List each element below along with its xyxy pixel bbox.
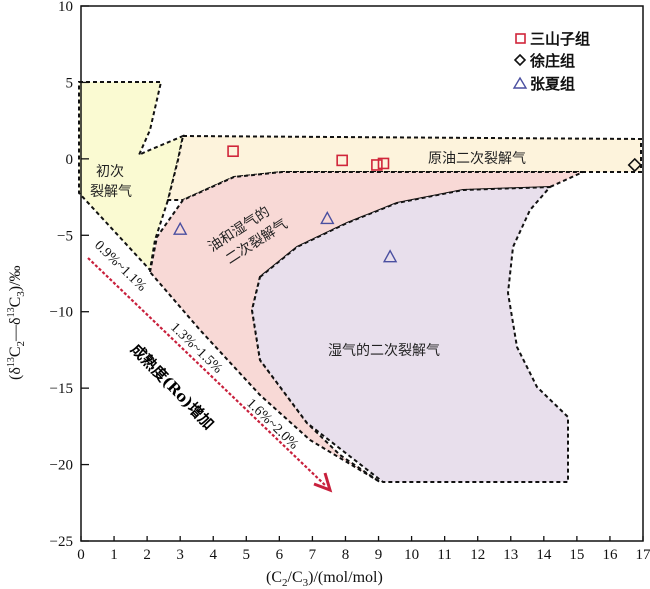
y-tick-label: −20 bbox=[50, 458, 73, 474]
region-label-primary-2: 裂解气 bbox=[90, 184, 132, 200]
x-tick-label: 17 bbox=[636, 547, 650, 563]
x-tick-label: 5 bbox=[243, 547, 251, 563]
legend-label-xuzhuang: 徐庄组 bbox=[529, 52, 575, 70]
y-tick-label: 0 bbox=[66, 152, 74, 168]
x-axis: 0 1 2 3 4 5 6 7 8 9 10 11 12 13 14 15 16 17 bbox=[77, 536, 650, 563]
y-tick-label: −5 bbox=[57, 228, 73, 244]
legend-label-sanshanzi: 三山子组 bbox=[530, 30, 590, 48]
y-tick-label: 10 bbox=[58, 0, 73, 15]
x-tick-label: 4 bbox=[209, 547, 217, 563]
x-tick-label: 12 bbox=[470, 547, 485, 563]
maturity-arrowhead-icon bbox=[313, 472, 333, 493]
x-tick-label: 14 bbox=[536, 547, 552, 563]
x-axis-label: (C2/C3)/(mol/mol) bbox=[266, 569, 383, 589]
legend: 三山子组 徐庄组 张夏组 bbox=[512, 30, 590, 93]
legend-diamond-icon bbox=[513, 53, 527, 67]
y-tick-label: 5 bbox=[66, 75, 74, 91]
point-diamond bbox=[627, 157, 642, 173]
x-tick-label: 1 bbox=[110, 547, 118, 563]
point-square bbox=[377, 157, 390, 170]
y-axis: 10 5 0 −5 −10 −15 −20 −25 bbox=[50, 0, 89, 550]
plot-frame bbox=[80, 5, 644, 542]
y-tick-label: −15 bbox=[50, 381, 73, 397]
y-axis-label: (δ13C2—δ13C3)/‰ bbox=[6, 265, 27, 380]
y-tick-label: −10 bbox=[50, 305, 73, 321]
point-triangle bbox=[172, 221, 188, 235]
x-tick-label: 8 bbox=[342, 547, 350, 563]
x-tick-label: 7 bbox=[309, 547, 317, 563]
legend-square-icon bbox=[515, 33, 526, 44]
region-label-primary-1: 初次 bbox=[96, 163, 124, 180]
point-square bbox=[336, 154, 348, 167]
point-square bbox=[371, 159, 383, 171]
x-tick-label: 2 bbox=[143, 547, 151, 563]
legend-label-zhangxia: 张夏组 bbox=[530, 75, 575, 93]
x-tick-label: 3 bbox=[176, 547, 184, 563]
point-triangle bbox=[320, 211, 335, 225]
x-tick-label: 11 bbox=[437, 547, 451, 563]
x-tick-label: 6 bbox=[276, 547, 284, 563]
x-tick-label: 9 bbox=[375, 547, 383, 563]
point-square bbox=[227, 145, 239, 158]
x-tick-label: 13 bbox=[503, 547, 518, 563]
point-triangle bbox=[382, 249, 398, 263]
x-tick-label: 0 bbox=[77, 547, 85, 563]
regions bbox=[78, 81, 642, 483]
x-tick-label: 10 bbox=[404, 547, 419, 563]
x-tick-label: 15 bbox=[569, 547, 584, 563]
legend-triangle-icon bbox=[512, 76, 528, 89]
region-label-crude-oil: 原油二次裂解气 bbox=[428, 151, 526, 167]
data-points bbox=[172, 145, 642, 263]
region-crude-oil bbox=[166, 134, 642, 201]
region-label-wetgas: 湿气的二次裂解气 bbox=[328, 343, 440, 359]
y-tick-label: −25 bbox=[50, 534, 73, 550]
region-wetgas bbox=[250, 185, 569, 483]
x-tick-label: 16 bbox=[602, 547, 618, 563]
